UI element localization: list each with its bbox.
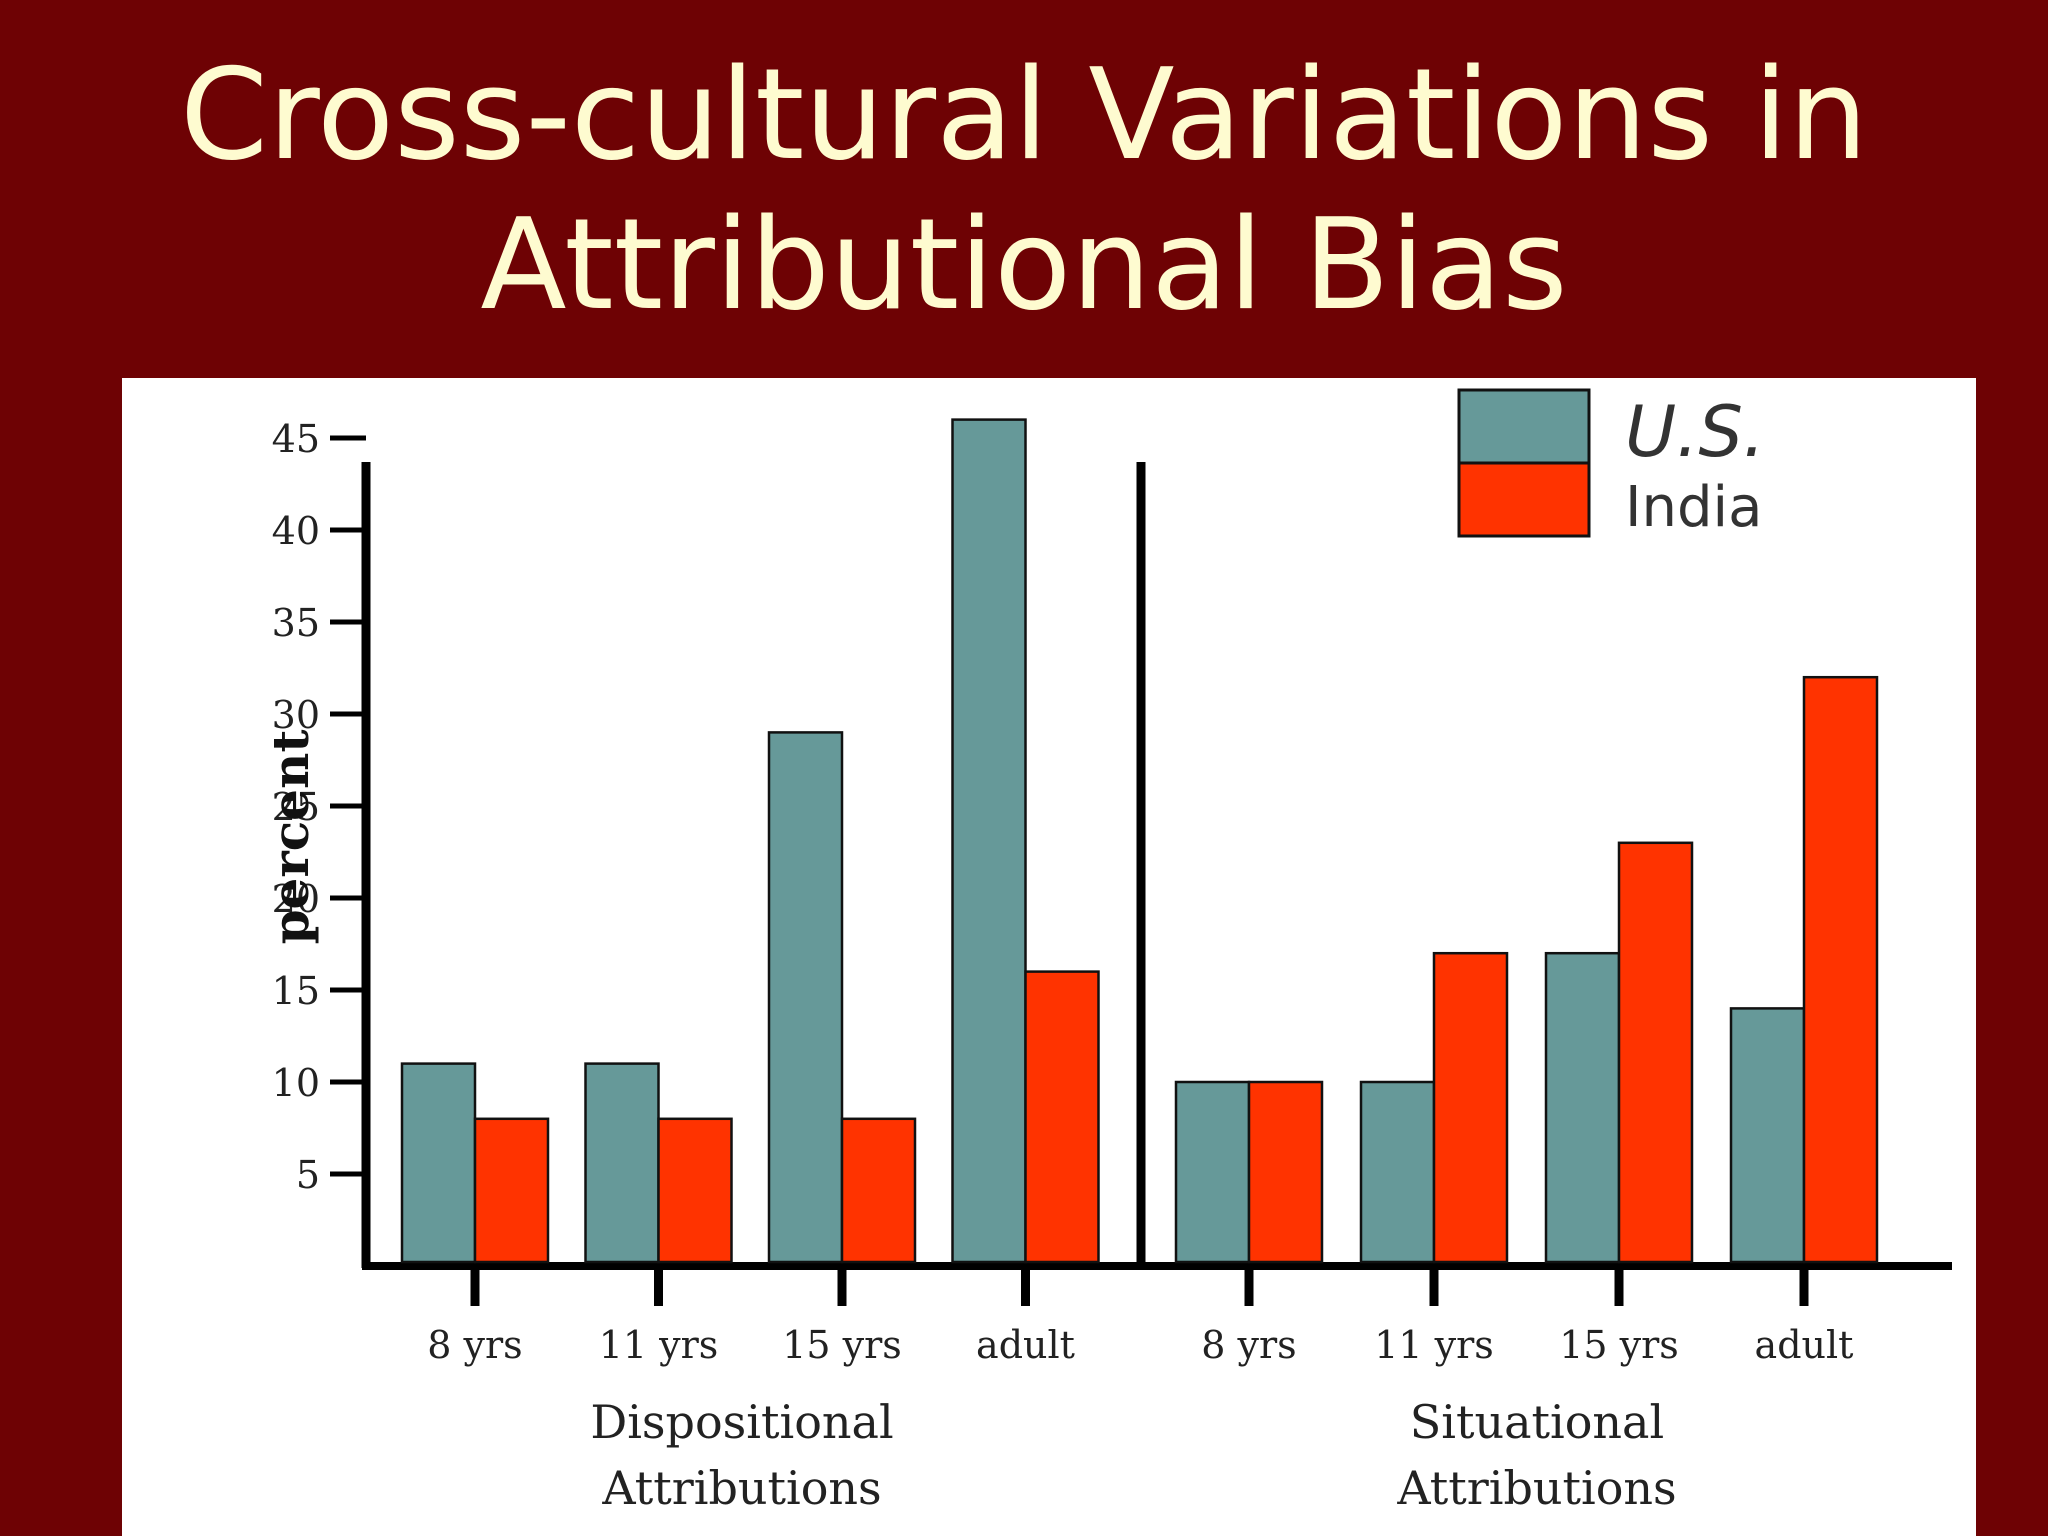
bar-india (1617, 841, 1694, 1264)
y-tick-label: 10 (272, 1061, 320, 1105)
y-tick-label: 5 (296, 1153, 320, 1197)
bar-us (767, 731, 844, 1264)
x-tick-label: 11 yrs (599, 1323, 719, 1367)
bar-chart: 5 10 15 20 25 30 35 40 45 percent 8 yrs 11 yrs 15 yr… (261, 388, 1952, 1515)
bar-us (1174, 1080, 1251, 1264)
y-tick-label: 35 (272, 601, 320, 645)
y-axis-label: percent (261, 730, 320, 945)
x-tick-label: adult (976, 1323, 1075, 1367)
y-tick-label: 15 (272, 969, 320, 1013)
bar-india (657, 1117, 733, 1264)
legend-label-india: India (1625, 475, 1762, 540)
y-tick-label: 25 (272, 785, 320, 829)
x-tick-label: 11 yrs (1374, 1323, 1494, 1367)
y-tick-label: 45 (272, 417, 320, 461)
slide-title-line2: Attributional Bias (480, 191, 1568, 338)
bar-us (951, 418, 1027, 1264)
legend-label-us: U.S. (1625, 391, 1765, 473)
bar-us (1729, 1007, 1806, 1264)
group-label-line1: Dispositional (590, 1395, 893, 1449)
x-tick-label: adult (1755, 1323, 1854, 1367)
x-tick-label: 8 yrs (427, 1323, 522, 1367)
x-tick-label: 15 yrs (782, 1323, 902, 1367)
bar-us (1544, 951, 1621, 1264)
group-label-line2: Attributions (1396, 1461, 1676, 1515)
bar-india (1432, 951, 1509, 1264)
chart-panel: 5 10 15 20 25 30 35 40 45 percent 8 yrs 11 yrs 15 yr… (122, 378, 1976, 1536)
bar-india (1024, 970, 1100, 1264)
legend-swatch-us (1457, 388, 1591, 465)
group-label-line2: Attributions (601, 1461, 881, 1515)
bar-india (473, 1117, 550, 1264)
slide-title: Cross-cultural Variations in Attribution… (0, 40, 2048, 340)
bar-india (840, 1117, 917, 1264)
x-tick-label: 8 yrs (1201, 1323, 1296, 1367)
slide-title-line1: Cross-cultural Variations in (180, 41, 1868, 188)
bar-us (1359, 1080, 1436, 1264)
x-tick-label: 15 yrs (1559, 1323, 1679, 1367)
bar-india (1247, 1080, 1324, 1264)
bar-us (584, 1062, 660, 1264)
y-tick-label: 30 (272, 693, 320, 737)
bar-india (1802, 675, 1879, 1264)
y-tick-label: 20 (272, 877, 320, 921)
group-label-line1: Situational (1410, 1395, 1664, 1449)
y-tick-label: 40 (272, 509, 320, 553)
legend-swatch-india (1457, 461, 1591, 538)
bar-us (400, 1062, 477, 1264)
